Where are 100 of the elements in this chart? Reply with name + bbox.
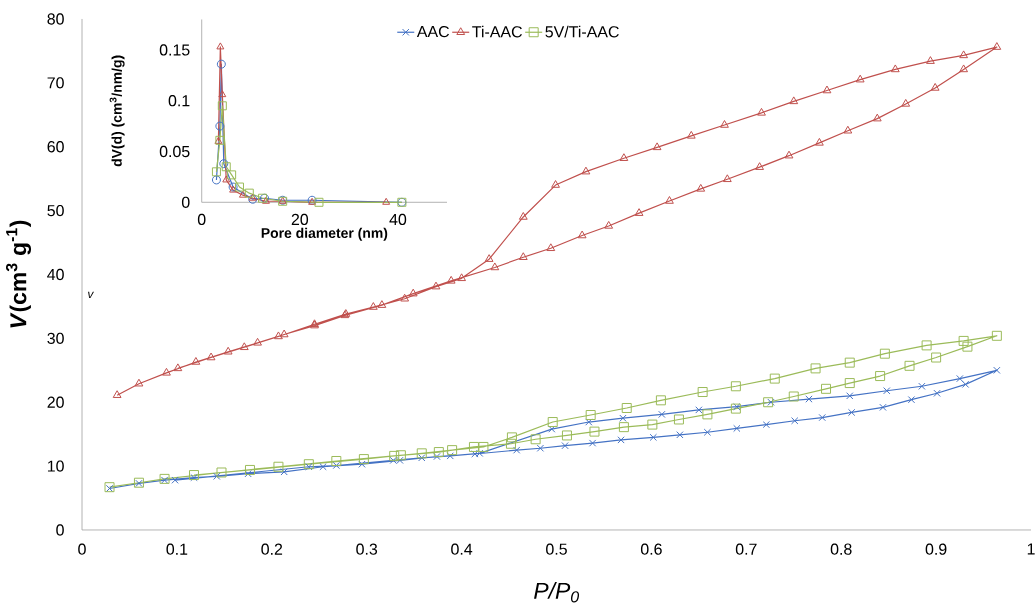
point (433, 447, 444, 458)
point (769, 373, 780, 384)
point (162, 367, 171, 376)
point (788, 391, 799, 402)
y-tick-label: 50 (47, 204, 64, 217)
point (958, 335, 969, 346)
point (959, 50, 969, 59)
point (518, 252, 528, 260)
point (855, 74, 865, 83)
point (331, 456, 342, 466)
y-axis-title: dV(d) (cm$^{3}$/nm/g) (109, 55, 125, 167)
point (585, 418, 593, 426)
point (805, 395, 813, 403)
point (447, 445, 458, 456)
point (279, 329, 289, 338)
point (478, 441, 489, 452)
point (821, 383, 832, 394)
x-axis-title: Pore diameter (nm) (261, 227, 388, 241)
point (171, 476, 179, 484)
point (244, 464, 255, 475)
point (879, 348, 890, 359)
y-tick-label: 60 (47, 141, 64, 153)
point (446, 275, 456, 284)
point (959, 64, 969, 73)
point (763, 397, 774, 408)
point (274, 331, 283, 340)
point (789, 96, 799, 105)
point (784, 150, 794, 159)
point (408, 288, 418, 297)
point (457, 273, 467, 282)
legend-label: 5V/Ti-AAC (545, 25, 619, 38)
x-tick-label: 0 (197, 213, 206, 226)
x-tick-label: 20 (291, 213, 309, 226)
legend-label: AAC (416, 25, 450, 38)
point (814, 137, 824, 146)
x-tick-label: 0 (78, 543, 86, 555)
point (112, 390, 122, 398)
point (400, 293, 410, 302)
point (585, 410, 596, 421)
point (395, 450, 406, 461)
point (216, 467, 227, 478)
point (244, 470, 252, 478)
point (617, 436, 625, 444)
point (217, 101, 227, 111)
point (647, 419, 658, 430)
point (655, 395, 666, 406)
point (791, 417, 799, 425)
point (872, 113, 882, 122)
point (890, 64, 900, 73)
point (621, 402, 632, 413)
point (665, 196, 674, 204)
point (810, 363, 821, 374)
point (211, 175, 221, 185)
point (332, 461, 341, 470)
point (696, 183, 706, 192)
point (818, 413, 826, 422)
point (206, 352, 216, 361)
point (418, 454, 426, 462)
point (921, 340, 932, 351)
point (490, 262, 500, 271)
point (673, 414, 684, 425)
x-tick-label: 40 (389, 213, 407, 226)
point (767, 398, 775, 406)
x-tick-label: 0.3 (356, 543, 378, 555)
point (216, 42, 225, 50)
point (904, 360, 915, 371)
y-tick-label: 30 (47, 332, 64, 344)
point (875, 371, 886, 382)
point (604, 220, 614, 229)
y-tick-label: 70 (47, 77, 64, 89)
x-axis-title: P/P$_{0}$ (534, 582, 580, 603)
point (730, 381, 741, 392)
x-tick-label: 0.2 (261, 543, 283, 555)
y-axis-title: V(cm$^{3}$ g$^{-1}$) (5, 220, 32, 328)
point (431, 281, 441, 290)
point (234, 182, 244, 192)
point (238, 190, 247, 198)
point (239, 342, 249, 351)
point (253, 337, 262, 346)
point (382, 197, 391, 205)
point (589, 426, 600, 437)
point (883, 387, 891, 395)
point (720, 120, 729, 128)
point (368, 302, 378, 310)
point (551, 180, 560, 188)
point (577, 230, 587, 239)
point (134, 378, 144, 387)
y-tick-label: 0.1 (168, 95, 190, 107)
point (702, 409, 713, 420)
point (273, 461, 284, 472)
point (546, 243, 556, 252)
point (548, 425, 556, 433)
point (581, 166, 591, 175)
point (223, 346, 233, 355)
point (280, 468, 288, 476)
point (762, 420, 770, 429)
point (218, 90, 227, 98)
point (619, 414, 627, 422)
point (901, 98, 911, 107)
point (652, 142, 662, 151)
